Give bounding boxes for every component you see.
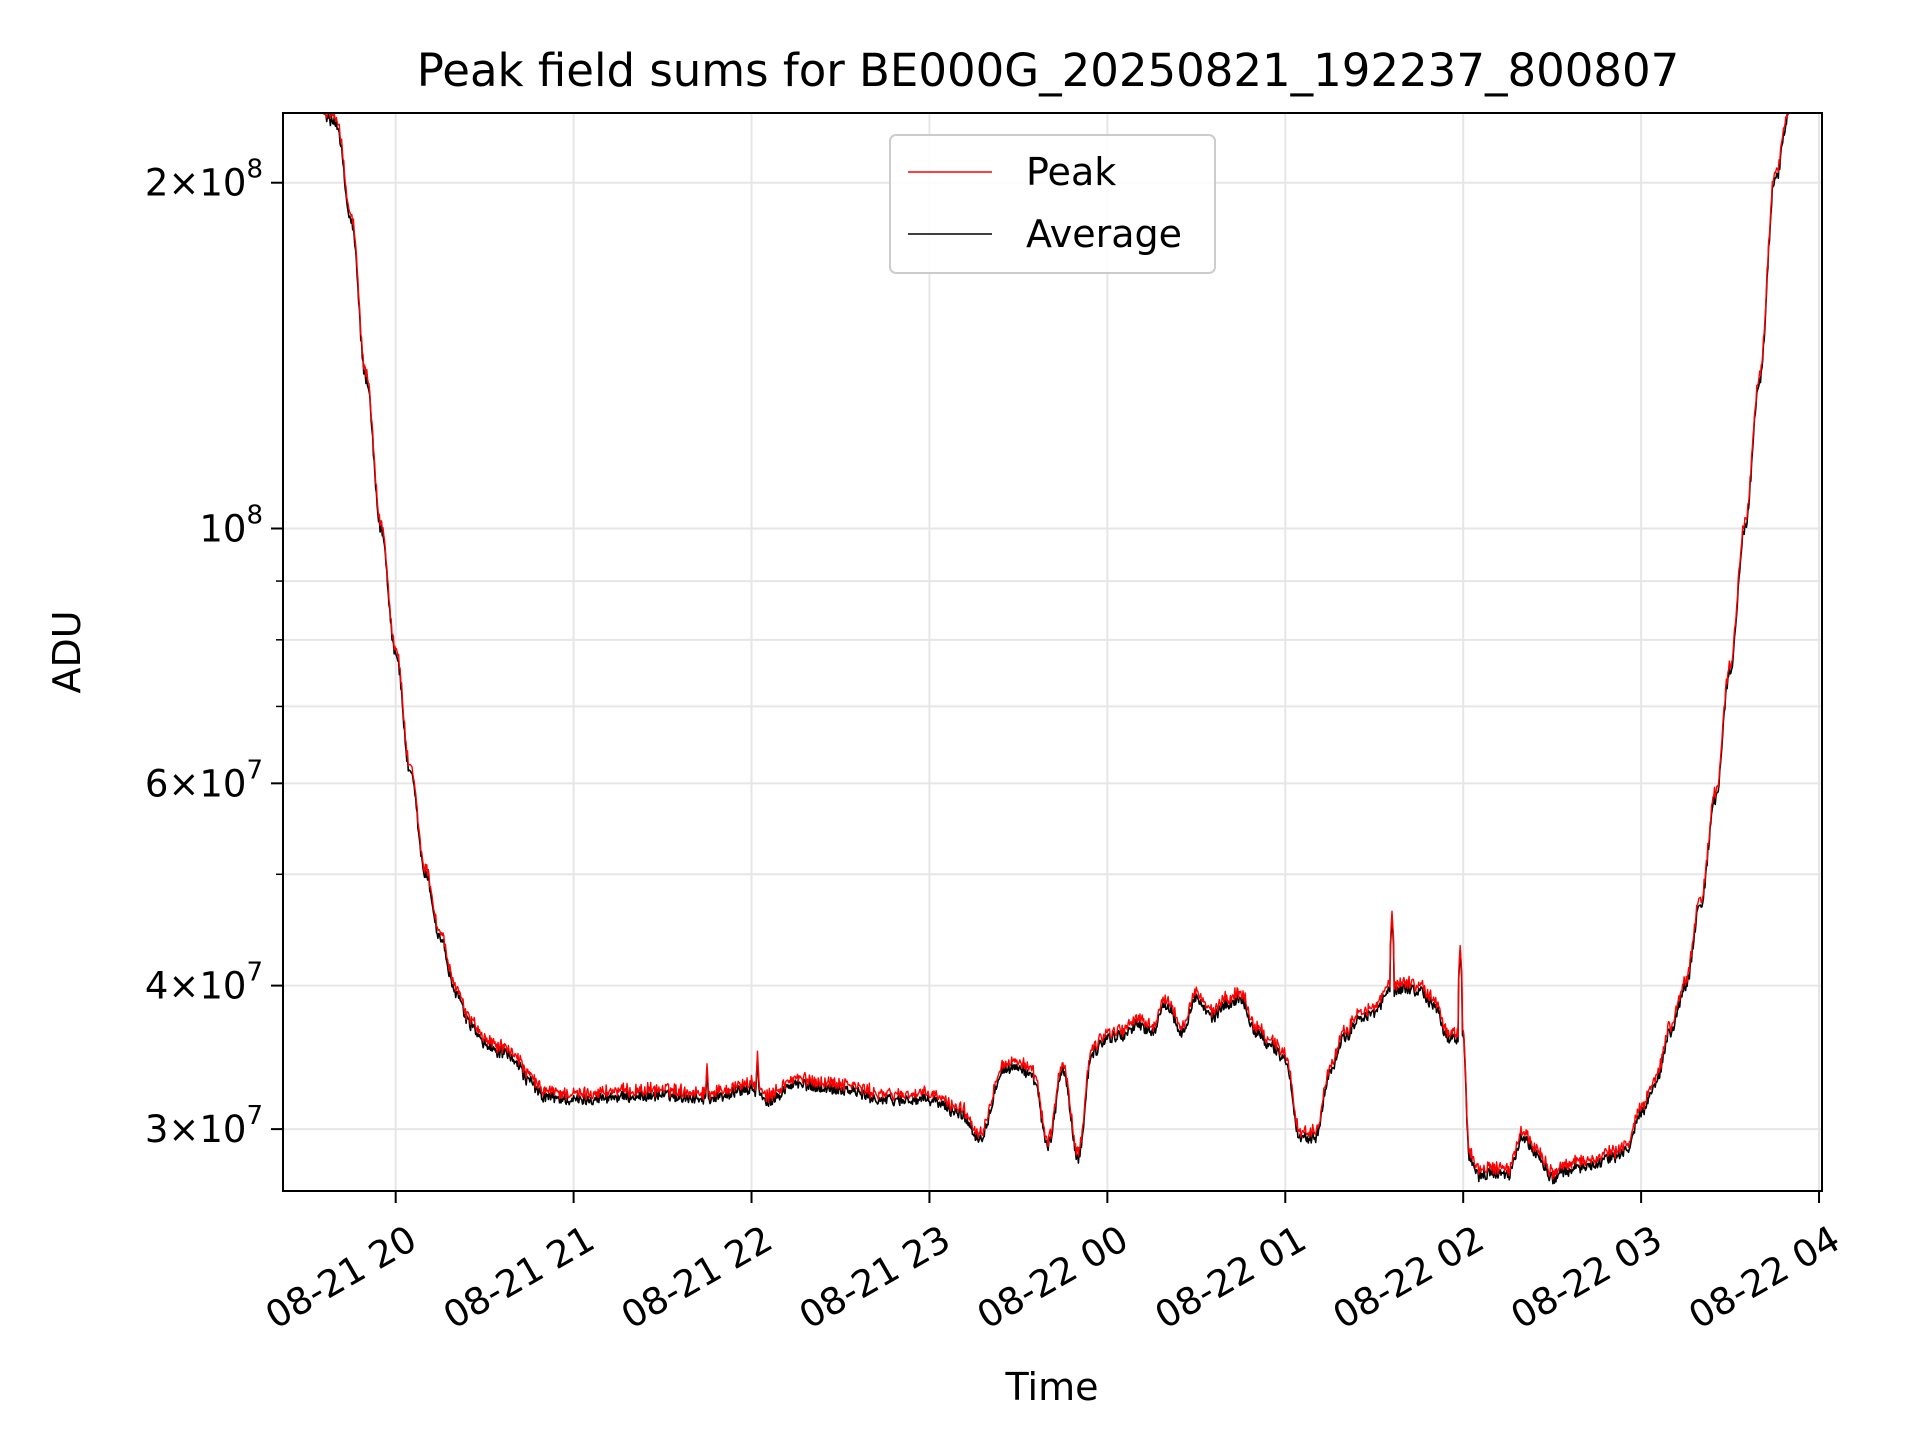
y-axis-label: ADU — [45, 610, 89, 693]
plot-frame — [282, 112, 1823, 1192]
legend-box — [889, 134, 1216, 274]
chart-title: Peak field sums for BE000G_20250821_1922… — [417, 44, 1679, 97]
y-tick-label: 4×107 — [145, 958, 263, 1008]
y-tick-label: 3×107 — [145, 1101, 263, 1151]
legend-average-label: Average — [1026, 212, 1182, 256]
y-tick-label: 2×108 — [145, 155, 263, 205]
legend: Peak Average — [889, 134, 1216, 274]
y-tick-label: 6×107 — [145, 755, 263, 805]
average-series-line — [283, 112, 1822, 1185]
y-tick-label: 108 — [199, 501, 263, 551]
series-layer — [283, 112, 1822, 1185]
x-axis-label: Time — [1005, 1365, 1099, 1409]
legend-peak-label: Peak — [1026, 150, 1116, 194]
peak-series-line — [283, 112, 1822, 1180]
y-axis: 3×107 4×107 6×107 108 2×108 — [145, 155, 283, 1151]
